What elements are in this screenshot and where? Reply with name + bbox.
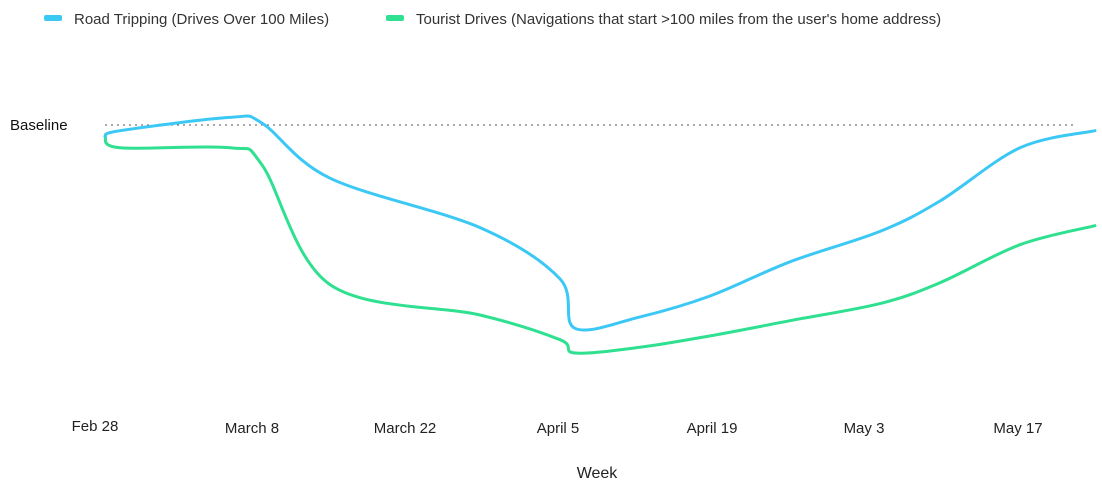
series-line-tourist-drives xyxy=(103,134,1097,355)
legend-swatch-road-tripping xyxy=(44,15,62,21)
x-axis-title: Week xyxy=(577,465,619,482)
x-tick-label: March 22 xyxy=(374,420,437,437)
legend: Road Tripping (Drives Over 100 Miles) To… xyxy=(44,11,941,28)
legend-label-road-tripping: Road Tripping (Drives Over 100 Miles) xyxy=(74,11,329,28)
x-tick-label: March 8 xyxy=(225,420,279,437)
x-tick-label: April 19 xyxy=(687,420,738,437)
x-tick-label: Feb 28 xyxy=(72,418,119,435)
x-axis-ticks: Feb 28 March 8 March 22 April 5 April 19 May … xyxy=(72,418,1043,437)
legend-swatch-tourist-drives xyxy=(386,15,404,21)
x-tick-label: April 5 xyxy=(537,420,580,437)
x-tick-label: May 17 xyxy=(993,420,1042,437)
series-line-road-tripping xyxy=(103,114,1097,332)
x-tick-label: May 3 xyxy=(844,420,885,437)
series-layer xyxy=(103,114,1097,355)
baseline-label: Baseline xyxy=(10,117,68,134)
legend-label-tourist-drives: Tourist Drives (Navigations that start >… xyxy=(416,11,941,28)
